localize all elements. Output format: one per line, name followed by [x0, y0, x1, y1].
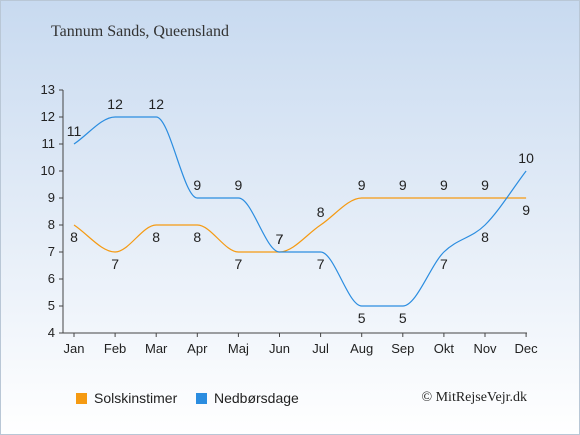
- data-label-rain-days: 7: [440, 256, 448, 272]
- data-label-rain-days: 9: [193, 177, 201, 193]
- data-label-sunshine: 8: [193, 229, 201, 245]
- y-tick-label: 4: [48, 325, 55, 340]
- data-label-rain-days: 7: [317, 256, 325, 272]
- data-label-rain-days: 10: [518, 150, 534, 166]
- y-tick-label: 12: [41, 109, 55, 124]
- x-tick-label: Dec: [515, 341, 539, 356]
- data-label-rain-days: 5: [358, 310, 366, 326]
- x-tick-label: Mar: [145, 341, 168, 356]
- series-line-rain-days: [73, 116, 527, 307]
- legend-swatch-sunshine: [76, 392, 87, 404]
- data-label-sunshine: 9: [522, 202, 530, 218]
- data-label-sunshine: 8: [70, 229, 78, 245]
- x-tick-label: Sep: [391, 341, 414, 356]
- data-label-rain-days: 11: [67, 123, 82, 139]
- y-tick-label: 7: [48, 244, 55, 259]
- data-label-sunshine: 7: [235, 256, 243, 272]
- x-tick-label: Aug: [350, 341, 373, 356]
- legend-item-sunshine: Solskinstimer: [76, 390, 177, 406]
- data-label-rain-days: 12: [148, 96, 164, 112]
- data-label-sunshine: 8: [317, 204, 325, 220]
- x-tick-label: Maj: [228, 341, 249, 356]
- x-tick-label: Jun: [269, 341, 290, 356]
- data-label-rain-days: 7: [276, 231, 284, 247]
- data-label-sunshine: 8: [152, 229, 160, 245]
- y-tick-label: 9: [48, 190, 55, 205]
- data-label-sunshine: 7: [276, 231, 284, 247]
- legend-item-rain-days: Nedbørsdage: [196, 390, 299, 406]
- y-tick-label: 10: [41, 163, 55, 178]
- series-line-sunshine: [73, 197, 527, 253]
- site-credit: © MitRejseVejr.dk: [421, 390, 527, 405]
- chart-title: Tannum Sands, Queensland: [51, 23, 229, 40]
- y-tick-label: 8: [48, 217, 55, 232]
- x-tick-label: Okt: [434, 341, 455, 356]
- y-tick-label: 5: [48, 298, 55, 313]
- data-label-rain-days: 8: [481, 229, 489, 245]
- x-tick-label: Jul: [312, 341, 329, 356]
- legend-swatch-rain-days: [196, 392, 207, 404]
- legend-label-rain-days: Nedbørsdage: [214, 390, 299, 406]
- legend-label-sunshine: Solskinstimer: [94, 390, 178, 406]
- data-label-rain-days: 5: [399, 310, 407, 326]
- data-label-sunshine: 9: [358, 177, 366, 193]
- data-label-sunshine: 9: [399, 177, 407, 193]
- x-tick-label: Jan: [64, 341, 85, 356]
- x-tick-label: Nov: [473, 341, 497, 356]
- data-label-sunshine: 9: [481, 177, 489, 193]
- x-tick-label: Feb: [104, 341, 126, 356]
- data-label-sunshine: 9: [440, 177, 448, 193]
- x-tick-label: Apr: [187, 341, 208, 356]
- data-label-rain-days: 9: [235, 177, 243, 193]
- y-tick-label: 13: [41, 82, 55, 97]
- y-tick-label: 11: [42, 136, 56, 151]
- data-label-rain-days: 12: [107, 96, 123, 112]
- y-tick-label: 6: [48, 271, 55, 286]
- data-label-sunshine: 7: [111, 256, 119, 272]
